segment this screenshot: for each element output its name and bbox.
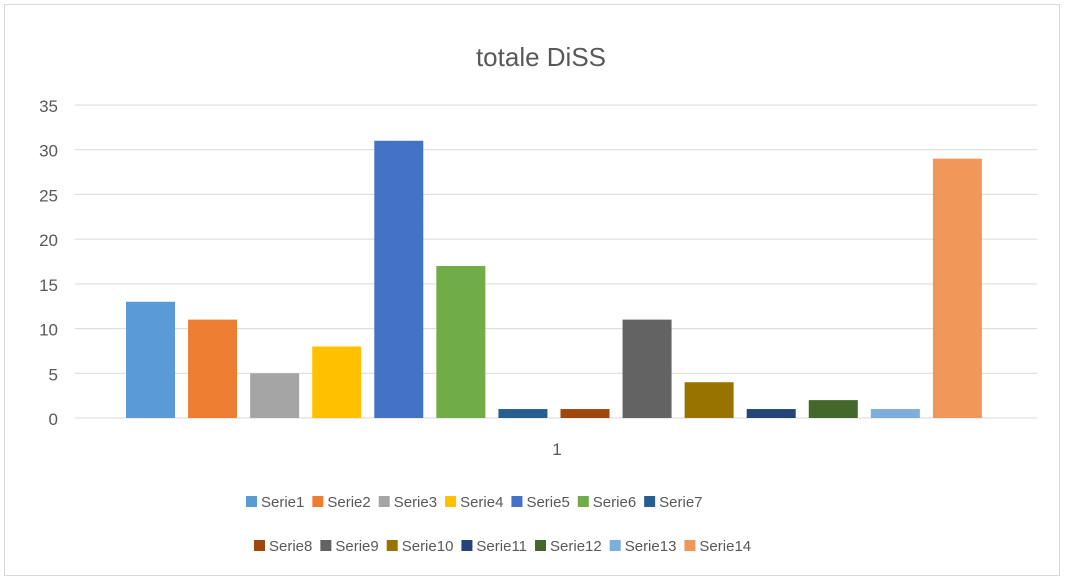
legend-swatch [312,496,324,507]
legend-swatch [644,496,656,507]
bar-serie11 [746,409,796,418]
legend-swatch [609,540,621,551]
legend-swatch [684,540,696,551]
bar-serie12 [808,400,858,418]
bar-serie10 [684,382,734,418]
y-tick-label: 0 [49,410,58,429]
legend-label: Serie7 [659,494,702,511]
bar-serie14 [932,158,982,418]
bar-serie13 [870,409,920,418]
legend-swatch [445,496,457,507]
bar-serie1 [126,301,175,418]
legend-label: Serie8 [269,538,312,555]
legend-swatch [320,540,332,551]
legend-label: Serie11 [476,538,527,555]
legend-label: Serie2 [327,494,370,511]
legend-label: Serie9 [335,538,378,555]
y-tick-label: 20 [39,231,58,250]
legend-label: Serie10 [402,538,454,555]
legend-label: Serie12 [550,538,602,555]
legend-label: Serie4 [460,494,503,511]
y-tick-label: 15 [39,276,58,295]
bar-serie9 [622,319,672,418]
bar-serie8 [560,409,610,418]
legend-swatch [254,540,265,551]
y-tick-label: 10 [39,321,58,340]
bar-serie3 [250,373,300,418]
bar-serie7 [498,409,548,418]
legend-swatch [386,540,398,551]
legend-swatch [461,540,473,551]
legend: Serie1 Serie2 Serie3 Serie4 Serie5 Serie6 Seri… [246,494,751,555]
y-tick-label: 35 [39,97,58,116]
legend-swatch [535,540,547,551]
bars [126,140,982,418]
legend-swatch [511,496,523,507]
bar-serie4 [312,346,362,418]
legend-label: Serie14 [699,538,751,555]
legend-label: Serie6 [593,494,636,511]
chart-frame: totale DiSS 0 5 10 15 20 25 30 35 1 Serie1 Serie… [4,4,1060,576]
legend-swatch [577,496,589,507]
bar-serie5 [374,140,424,418]
y-axis-ticks: 0 5 10 15 20 25 30 35 [39,97,58,429]
y-tick-label: 30 [39,142,58,161]
legend-label: Serie3 [394,494,437,511]
x-tick-label: 1 [552,440,561,459]
legend-swatch [246,496,257,507]
legend-label: Serie5 [526,494,569,511]
legend-label: Serie1 [261,494,304,511]
legend-swatch [378,496,390,507]
x-axis-ticks: 1 [552,440,561,459]
legend-label: Serie13 [625,538,677,555]
y-tick-label: 5 [49,365,58,384]
bar-serie2 [188,319,238,418]
y-tick-label: 25 [39,186,58,205]
chart-title: totale DiSS [476,42,606,72]
bar-serie6 [436,265,486,418]
